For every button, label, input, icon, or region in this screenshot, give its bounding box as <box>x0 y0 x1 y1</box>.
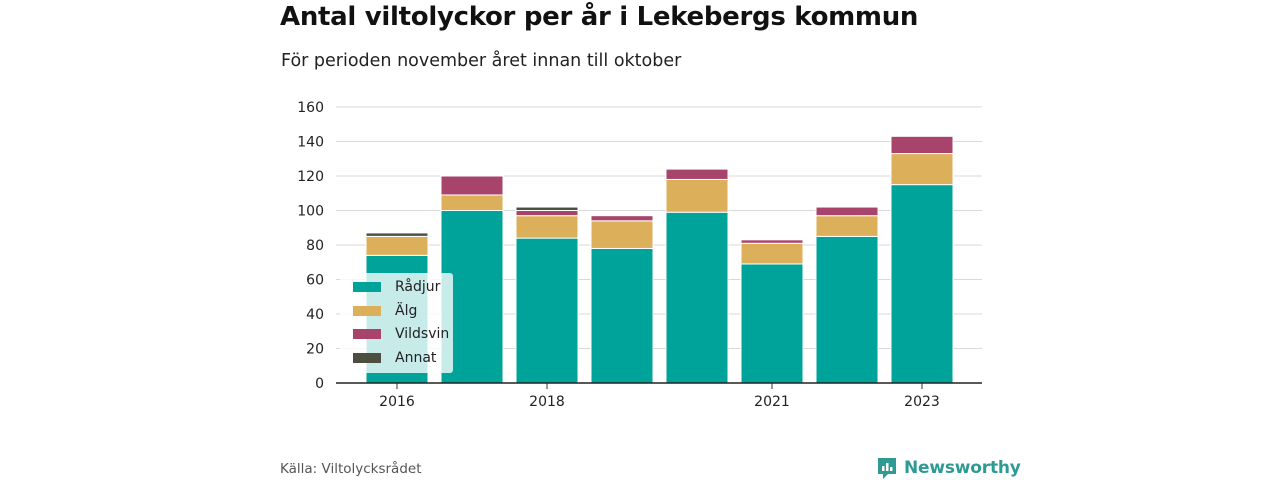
bar-2019-vildsvin <box>590 215 654 222</box>
y-tick-label-80: 80 <box>306 238 324 254</box>
y-tick-label-60: 60 <box>306 273 324 289</box>
bar-2016-annat <box>365 232 429 237</box>
bar-2019-alg <box>590 220 654 249</box>
source-note: Källa: Viltolycksrådet <box>280 461 422 477</box>
bar-2022-alg <box>815 215 879 237</box>
bar-2020-radjur <box>665 211 729 384</box>
bar-2021-radjur <box>740 263 804 384</box>
chart-title: Antal viltolyckor per år i Lekebergs kom… <box>280 2 919 32</box>
x-tick-label-2021: 2021 <box>754 394 790 410</box>
bar-2020-alg <box>665 178 729 213</box>
bar-2018-radjur <box>515 237 579 384</box>
legend-label-annat: Annat <box>395 350 437 366</box>
legend-item-radjur[interactable]: Rådjur <box>353 277 440 297</box>
chart-subtitle: För perioden november året innan till ok… <box>281 51 682 71</box>
newsworthy-logo[interactable]: Newsworthy <box>876 456 1021 480</box>
y-axis: 0 20 40 60 80 100 120 140 160 <box>297 100 324 392</box>
legend-item-alg[interactable]: Älg <box>353 301 417 321</box>
bar-2019-radjur <box>590 247 654 384</box>
bar-2021-vildsvin <box>740 239 804 244</box>
legend-swatch-radjur <box>353 282 381 292</box>
x-tick-label-2018: 2018 <box>529 394 565 410</box>
legend-swatch-annat <box>353 353 381 363</box>
legend-swatch-alg <box>353 306 381 316</box>
bar-2020-vildsvin <box>665 168 729 180</box>
bars <box>365 135 954 384</box>
legend-label-vildsvin: Vildsvin <box>395 326 450 342</box>
legend-item-annat[interactable]: Annat <box>353 348 436 368</box>
legend-label-alg: Älg <box>395 303 418 319</box>
bar-2022-radjur <box>815 235 879 384</box>
y-tick-label-160: 160 <box>297 100 324 116</box>
bar-2018-alg <box>515 215 579 239</box>
bar-2023-alg <box>890 153 954 186</box>
y-tick-label-20: 20 <box>306 342 324 358</box>
y-tick-label-140: 140 <box>297 135 324 151</box>
bar-2016-alg <box>365 235 429 256</box>
bar-2022-vildsvin <box>815 206 879 217</box>
y-tick-label-120: 120 <box>297 169 324 185</box>
newsworthy-logo-icon <box>878 458 896 479</box>
legend-label-radjur: Rådjur <box>395 279 441 295</box>
legend-swatch-vildsvin <box>353 329 381 339</box>
newsworthy-logo-text: Newsworthy <box>904 458 1021 478</box>
bar-2017-vildsvin <box>440 175 504 196</box>
x-tick-label-2023: 2023 <box>904 394 940 410</box>
bar-2023-radjur <box>890 184 954 384</box>
y-tick-label-40: 40 <box>306 307 324 323</box>
bar-2018-annat <box>515 206 579 212</box>
bar-2018-vildsvin <box>515 210 579 217</box>
legend: Rådjur Älg Vildsvin Annat <box>340 273 453 373</box>
bar-2017-alg <box>440 194 504 212</box>
x-axis: 2016 2018 2021 2023 <box>336 382 982 410</box>
x-tick-label-2016: 2016 <box>379 394 415 410</box>
y-tick-label-100: 100 <box>297 204 324 220</box>
legend-item-vildsvin[interactable]: Vildsvin <box>353 324 449 344</box>
bar-2021-alg <box>740 242 804 265</box>
y-tick-label-0: 0 <box>315 376 324 392</box>
bar-2023-vildsvin <box>890 135 954 155</box>
